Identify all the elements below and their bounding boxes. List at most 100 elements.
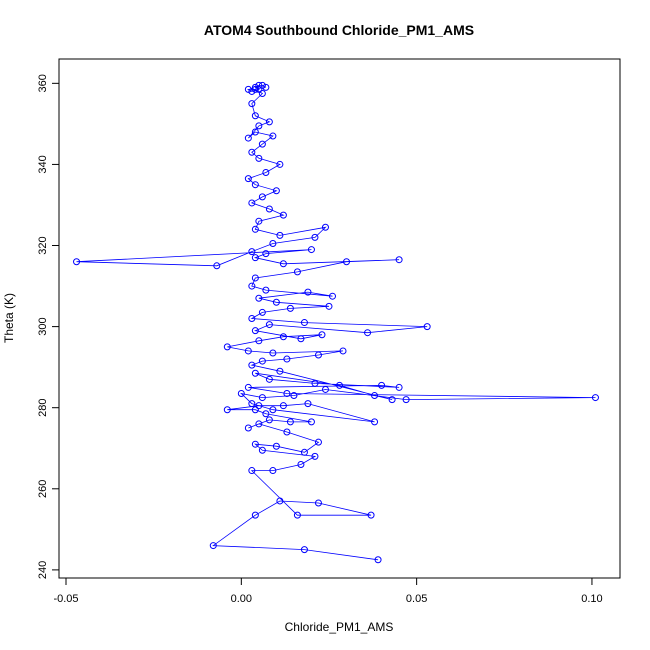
- data-point: [286, 304, 294, 312]
- data-point: [314, 351, 322, 359]
- data-point: [328, 292, 336, 300]
- data-point: [248, 248, 256, 256]
- data-point: [311, 452, 319, 460]
- data-point: [423, 323, 431, 331]
- x-tick-label: 0.10: [581, 593, 602, 605]
- data-point: [272, 298, 280, 306]
- data-point: [255, 154, 263, 162]
- data-point: [244, 347, 252, 355]
- data-point: [73, 258, 81, 266]
- data-point: [258, 140, 266, 148]
- data-point: [244, 383, 252, 391]
- data-point: [248, 467, 256, 475]
- data-point: [343, 258, 351, 266]
- y-tick-label: 280: [37, 399, 49, 417]
- data-point: [388, 396, 396, 404]
- data-point: [251, 406, 259, 414]
- data-point: [258, 394, 266, 402]
- data-point: [591, 394, 599, 402]
- data-point: [293, 268, 301, 276]
- data-point: [262, 250, 270, 258]
- data-point: [402, 396, 410, 404]
- data-point: [258, 89, 266, 97]
- data-point: [272, 187, 280, 195]
- x-tick-label: -0.05: [53, 593, 78, 605]
- data-point: [258, 81, 266, 89]
- data-point: [311, 233, 319, 241]
- data-point: [237, 390, 245, 398]
- data-point: [269, 132, 277, 140]
- data-point: [290, 392, 298, 400]
- data-point: [269, 467, 277, 475]
- data-point: [300, 319, 308, 327]
- data-point: [395, 383, 403, 391]
- data-point: [374, 556, 382, 564]
- data-point: [265, 375, 273, 383]
- data-point: [251, 274, 259, 282]
- data-point: [251, 181, 259, 189]
- x-axis: -0.05 0.00 0.05 0.10: [53, 577, 603, 605]
- data-point: [269, 349, 277, 357]
- data-point: [395, 256, 403, 264]
- data-point: [244, 175, 252, 183]
- data-point: [248, 361, 256, 369]
- data-point: [244, 424, 252, 432]
- data-point: [251, 254, 259, 262]
- y-axis: 240 260 280 300 320 340 360: [37, 74, 60, 579]
- data-point: [371, 392, 379, 400]
- data-point: [258, 357, 266, 365]
- data-point: [378, 381, 386, 389]
- data-point: [262, 169, 270, 177]
- data-point: [248, 100, 256, 108]
- x-tick-label: 0.00: [231, 593, 252, 605]
- data-point: [251, 327, 259, 335]
- plot-frame: [58, 58, 621, 579]
- data-point: [255, 81, 263, 89]
- data-point: [276, 231, 284, 239]
- data-point: [265, 118, 273, 126]
- data-point: [244, 134, 252, 142]
- data-point: [248, 400, 256, 408]
- data-point: [255, 85, 263, 93]
- data-point: [255, 337, 263, 345]
- data-point: [265, 416, 273, 424]
- data-point: [279, 333, 287, 341]
- data-point: [314, 499, 322, 507]
- data-point: [371, 418, 379, 426]
- data-point: [258, 446, 266, 454]
- data-point: [307, 418, 315, 426]
- y-tick-label: 360: [37, 74, 49, 92]
- data-point: [265, 321, 273, 329]
- data-point: [336, 381, 343, 389]
- data-point: [209, 542, 217, 550]
- data-point: [251, 85, 259, 93]
- data-point: [304, 400, 312, 408]
- data-point: [251, 440, 259, 448]
- data-point: [318, 331, 326, 339]
- y-tick-label: 300: [37, 317, 49, 335]
- data-point: [269, 406, 277, 414]
- chart-title: ATOM4 Southbound Chloride_PM1_AMS: [204, 22, 474, 38]
- data-point: [293, 511, 301, 519]
- data-point: [251, 83, 259, 91]
- data-point: [307, 246, 315, 254]
- data-point: [255, 122, 263, 130]
- x-axis-label: Chloride_PM1_AMS: [285, 620, 394, 634]
- data-point: [367, 511, 375, 519]
- series-line: [76, 85, 596, 561]
- data-point: [339, 347, 347, 355]
- data-point: [248, 148, 256, 156]
- data-point: [248, 282, 256, 290]
- data-point: [276, 160, 284, 168]
- data-point: [248, 199, 256, 207]
- data-point: [262, 83, 270, 91]
- data-point: [258, 193, 266, 201]
- data-point: [265, 205, 273, 213]
- data-point: [272, 442, 280, 450]
- data-point: [255, 420, 263, 428]
- data-point: [279, 211, 287, 219]
- data-point: [283, 428, 291, 436]
- data-point: [297, 335, 305, 343]
- data-point: [251, 511, 259, 519]
